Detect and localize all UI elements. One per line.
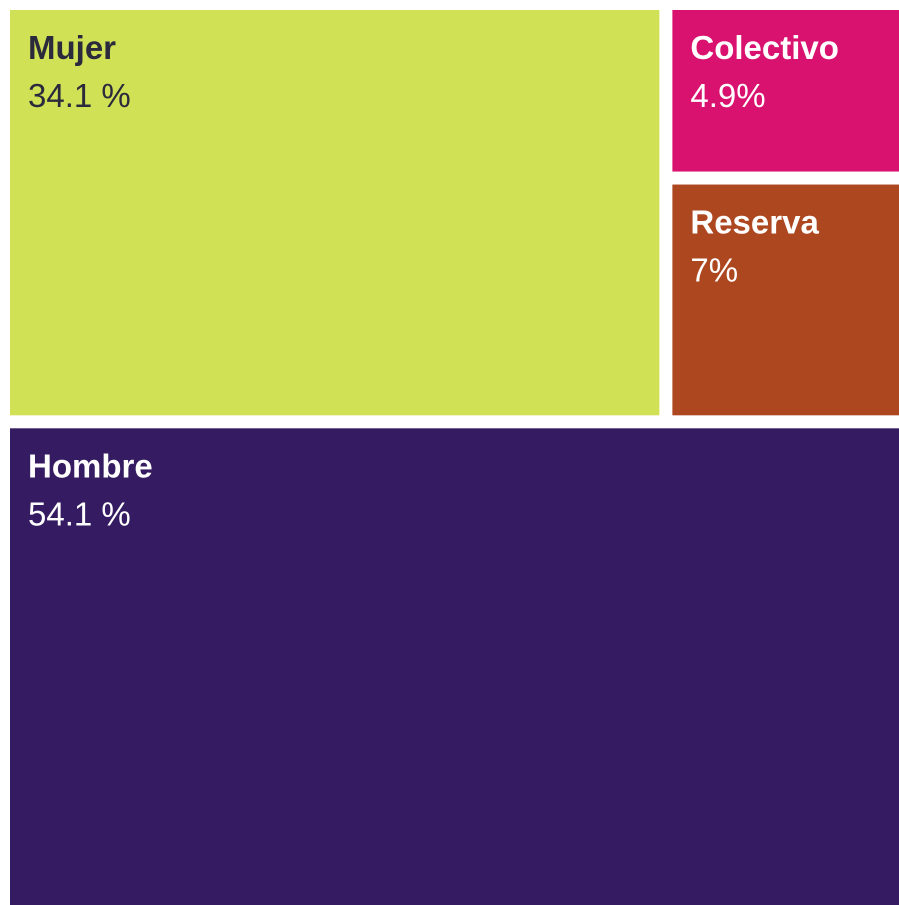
cell-value: 54.1 % — [28, 495, 131, 532]
treemap-cell — [672, 10, 899, 172]
treemap-cell — [672, 184, 899, 416]
cell-value: 34.1 % — [28, 77, 131, 114]
cell-label: Reserva — [690, 204, 819, 241]
cell-value: 7% — [690, 252, 738, 289]
treemap-cell — [10, 428, 899, 905]
treemap-cell — [10, 10, 660, 416]
cell-label: Mujer — [28, 29, 116, 66]
cell-label: Hombre — [28, 447, 153, 484]
cell-value: 4.9% — [690, 77, 765, 114]
cell-label: Colectivo — [690, 29, 839, 66]
